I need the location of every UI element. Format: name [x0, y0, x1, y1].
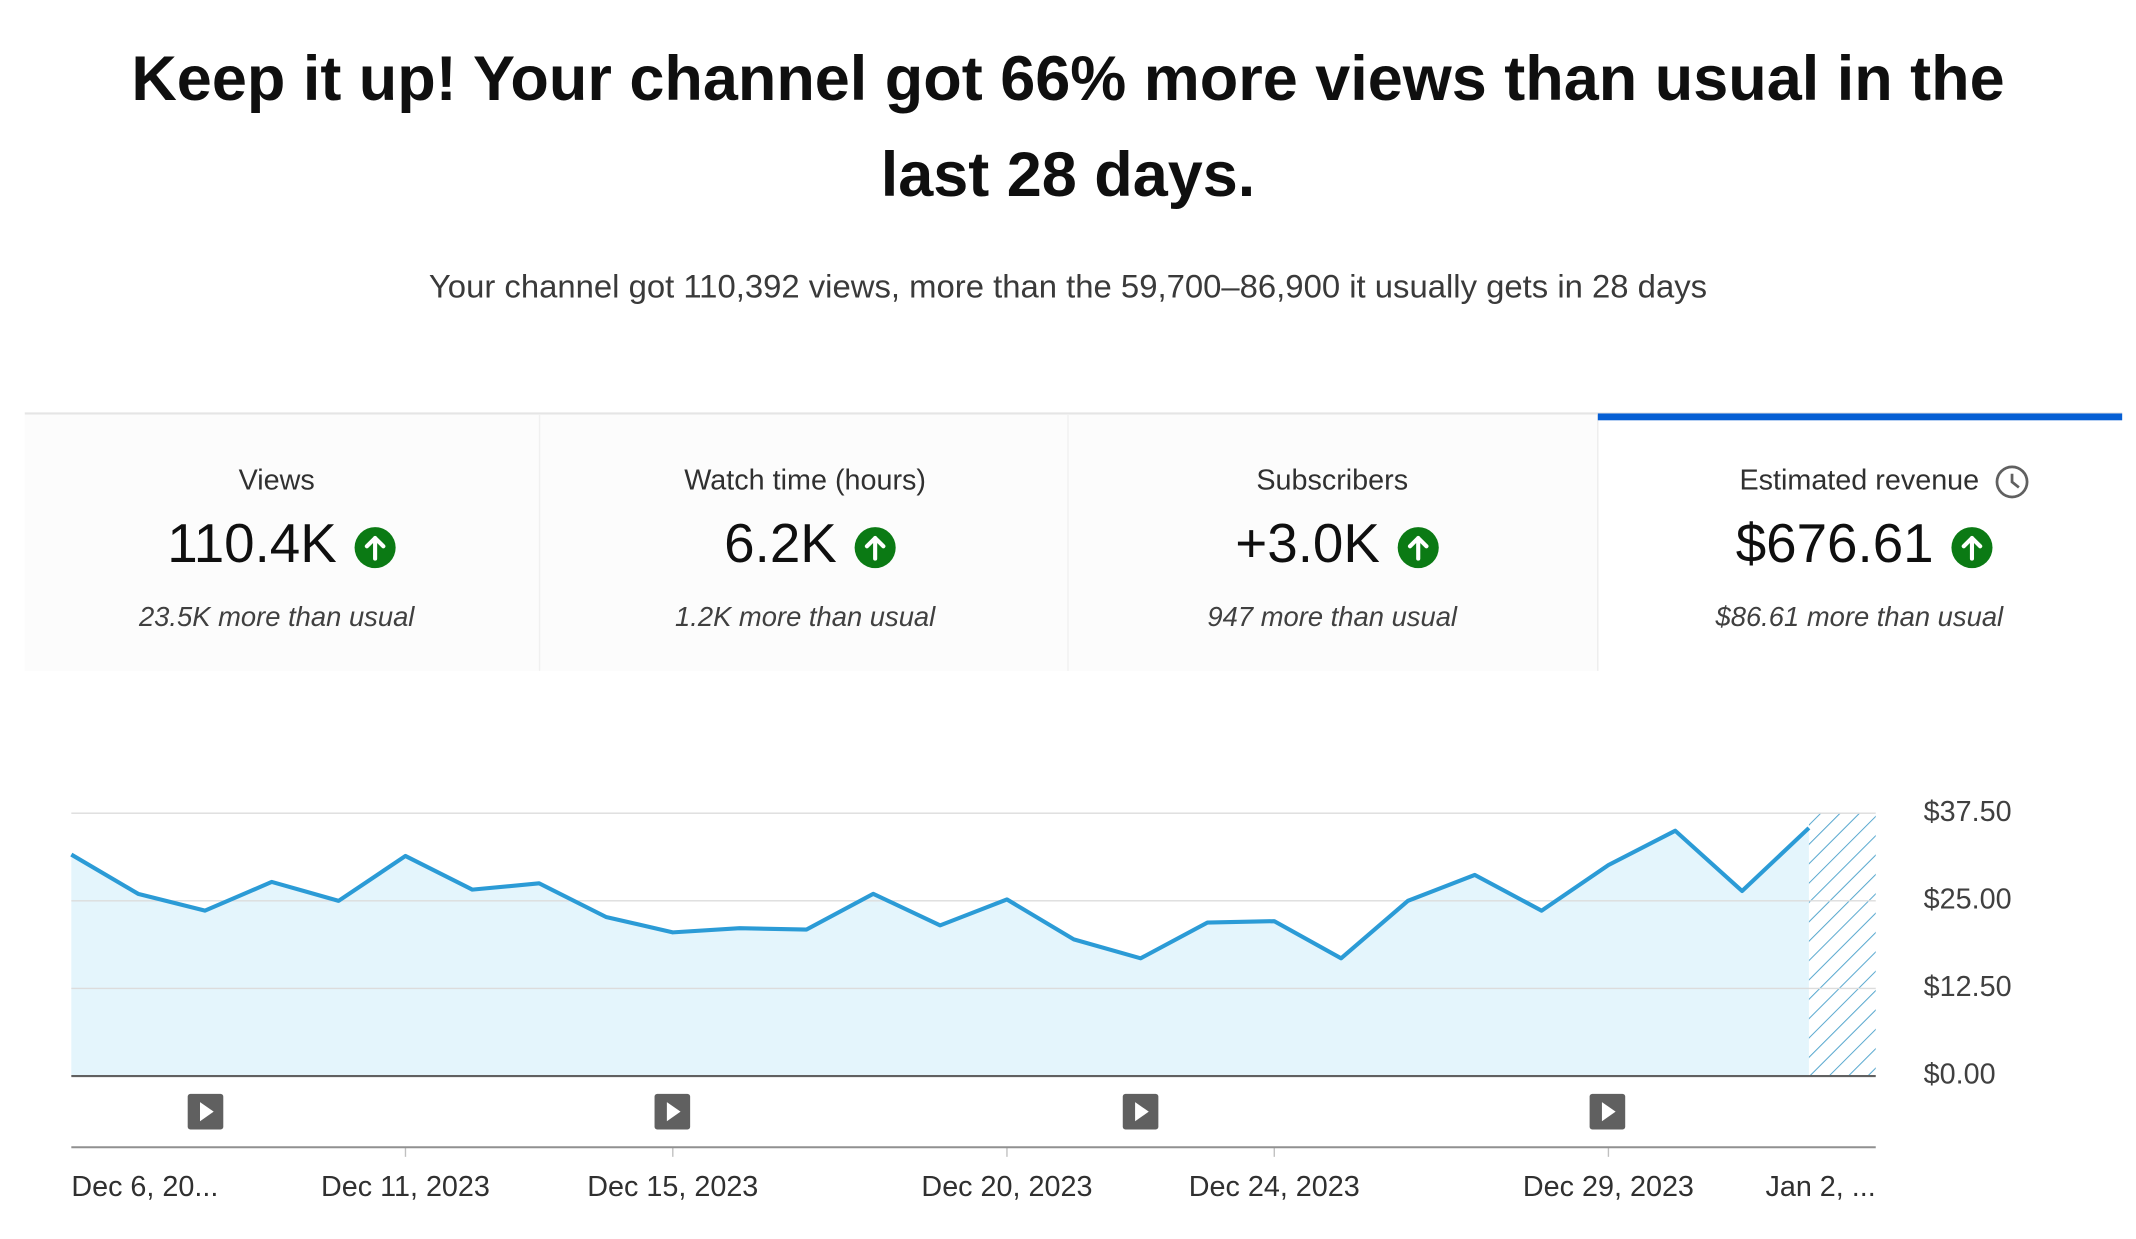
up-icon-arrow: [1407, 535, 1429, 561]
card-value: 6.2K: [724, 512, 837, 574]
y-tick-label: $12.50: [1924, 971, 2012, 1003]
card-label: Estimated revenue: [1739, 465, 1979, 497]
area: [71, 827, 1809, 1077]
y-tick-label: $0.00: [1924, 1059, 1996, 1091]
card-value: +3.0K: [1235, 512, 1380, 574]
up-icon: [854, 527, 896, 569]
card-delta: $86.61 more than usual: [1714, 601, 2004, 632]
selected-indicator: [1597, 413, 2123, 421]
up-icon: [1397, 527, 1439, 569]
up-icon: [354, 527, 396, 569]
video-marker[interactable]: [1122, 1093, 1159, 1130]
x-tick-label: Dec 11, 2023: [321, 1171, 490, 1203]
x-tick-label: Dec 29, 2023: [1523, 1171, 1694, 1203]
headline-box: Keep it up! Your channel got 66% more vi…: [131, 42, 2005, 210]
cards: Views 110.4K 23.5K more than usual Watch ti…: [138, 465, 2029, 632]
card-value: $676.61: [1736, 512, 1934, 574]
headline: Keep it up! Your channel got 66% more vi…: [131, 42, 2005, 210]
chart: $0.00 $12.50 $25.00 $37.50 Dec 6, 20... Dec 1…: [70, 796, 2012, 1203]
up-icon-arrow: [1961, 535, 1983, 561]
card-label: Watch time (hours): [684, 465, 926, 497]
up-icon-arrow: [864, 535, 886, 561]
card-value: 110.4K: [167, 512, 336, 574]
card-label: Subscribers: [1256, 465, 1408, 497]
subtitle: Your channel got 110,392 views, more tha…: [429, 268, 1707, 305]
x-tick-label: Dec 20, 2023: [921, 1171, 1092, 1203]
x-tick-label: Dec 15, 2023: [587, 1171, 758, 1203]
video-markers: [187, 1093, 1626, 1130]
up-icon-arrow: [364, 535, 386, 561]
cards-background: [24, 413, 1598, 671]
x-tick-label: Dec 6, 20...: [71, 1171, 218, 1203]
card-delta: 947 more than usual: [1207, 601, 1458, 632]
card-delta: 23.5K more than usual: [138, 601, 415, 632]
info-icon-ring: [1995, 465, 2029, 499]
card-delta: 1.2K more than usual: [675, 601, 936, 632]
video-marker[interactable]: [187, 1093, 224, 1130]
info-icon[interactable]: [1995, 465, 2029, 499]
x-tick-label: Jan 2, ...: [1765, 1171, 1875, 1203]
y-tick-label: $25.00: [1924, 883, 2012, 915]
video-marker[interactable]: [1589, 1093, 1626, 1130]
video-marker[interactable]: [654, 1093, 691, 1130]
up-icon: [1951, 527, 1993, 569]
incomplete-region: [1808, 813, 1876, 1077]
y-tick-label: $37.50: [1924, 796, 2012, 828]
card-label: Views: [239, 465, 315, 497]
info-icon-hands: [2010, 473, 2020, 489]
line: [70, 826, 1811, 961]
selected-card[interactable]: [1597, 414, 2123, 671]
x-tick-label: Dec 24, 2023: [1189, 1171, 1360, 1203]
